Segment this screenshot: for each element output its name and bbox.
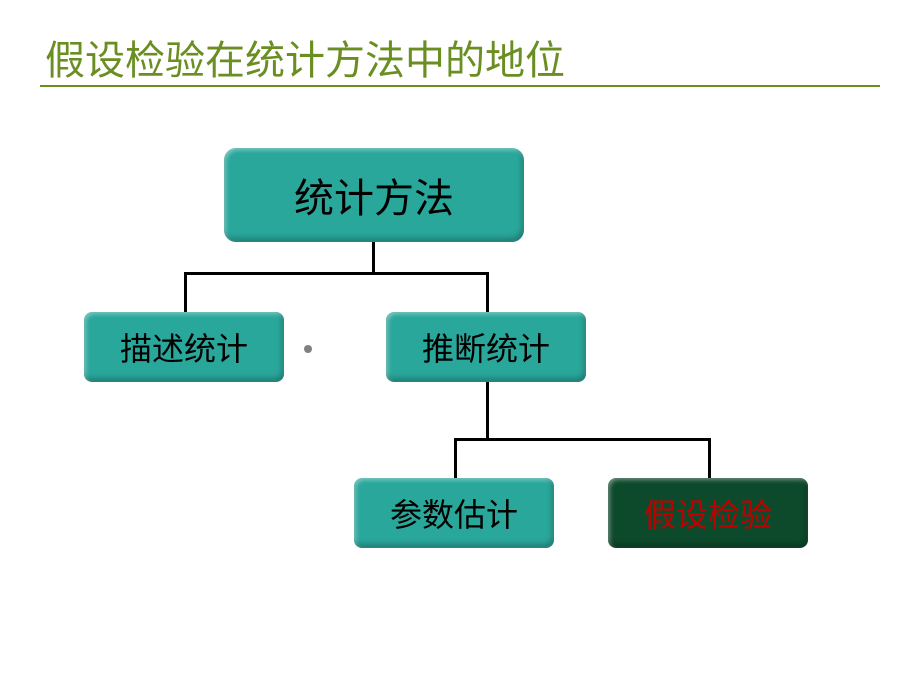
node-desc: 描述统计 [84,312,284,382]
node-desc-label: 描述统计 [120,324,248,370]
connector-root-down [372,242,375,272]
connector-infer-out [486,382,489,438]
disc-marker [304,345,312,353]
connector-param-down [454,438,457,478]
connector-hypo-down [708,438,711,478]
node-param: 参数估计 [354,478,554,548]
title-underline [40,85,880,87]
node-root: 统计方法 [224,148,524,242]
node-param-label: 参数估计 [390,490,518,536]
node-hypo-label: 假设检验 [644,490,772,536]
node-root-label: 统计方法 [294,166,454,224]
connector-level2-h [454,438,711,441]
node-infer-label: 推断统计 [422,324,550,370]
node-infer: 推断统计 [386,312,586,382]
node-hypo: 假设检验 [608,478,808,548]
connector-infer-down [486,272,489,312]
slide-title: 假设检验在统计方法中的地位 [45,28,565,98]
connector-level1-h [184,272,489,275]
connector-desc-down [184,272,187,312]
